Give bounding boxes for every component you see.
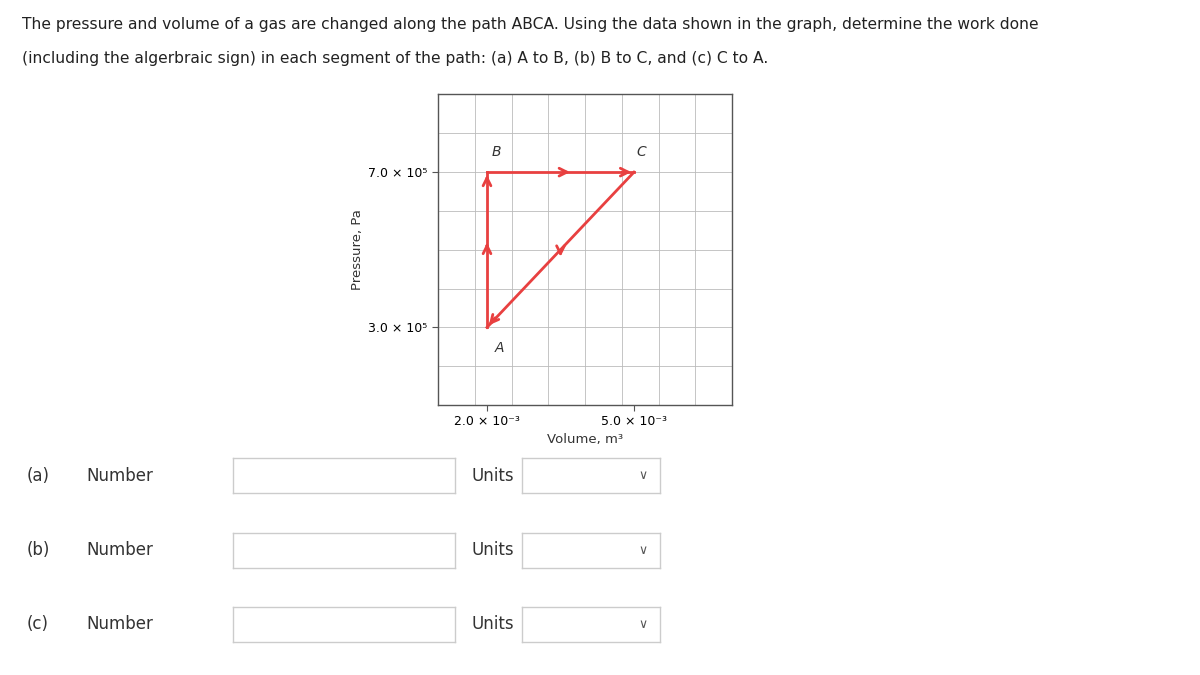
Text: Units: Units <box>472 467 515 485</box>
Text: ∨: ∨ <box>638 618 648 631</box>
Text: B: B <box>492 144 502 159</box>
Text: (including the algerbraic sign) in each segment of the path: (a) A to B, (b) B t: (including the algerbraic sign) in each … <box>22 51 768 65</box>
Text: Number: Number <box>86 467 154 485</box>
Text: Number: Number <box>86 616 154 633</box>
Text: (c): (c) <box>26 616 48 633</box>
Text: i: i <box>217 468 222 483</box>
Text: Number: Number <box>86 541 154 559</box>
Text: i: i <box>217 617 222 632</box>
Text: i: i <box>217 543 222 558</box>
Text: C: C <box>636 144 647 159</box>
Text: A: A <box>494 341 504 355</box>
Text: Units: Units <box>472 616 515 633</box>
X-axis label: Volume, m³: Volume, m³ <box>547 433 623 446</box>
Text: (b): (b) <box>26 541 49 559</box>
Text: Units: Units <box>472 541 515 559</box>
Text: The pressure and volume of a gas are changed along the path ABCA. Using the data: The pressure and volume of a gas are cha… <box>22 17 1038 32</box>
Text: (a): (a) <box>26 467 49 485</box>
Text: ∨: ∨ <box>638 469 648 483</box>
Y-axis label: Pressure, Pa: Pressure, Pa <box>352 209 364 290</box>
Text: ∨: ∨ <box>638 543 648 557</box>
